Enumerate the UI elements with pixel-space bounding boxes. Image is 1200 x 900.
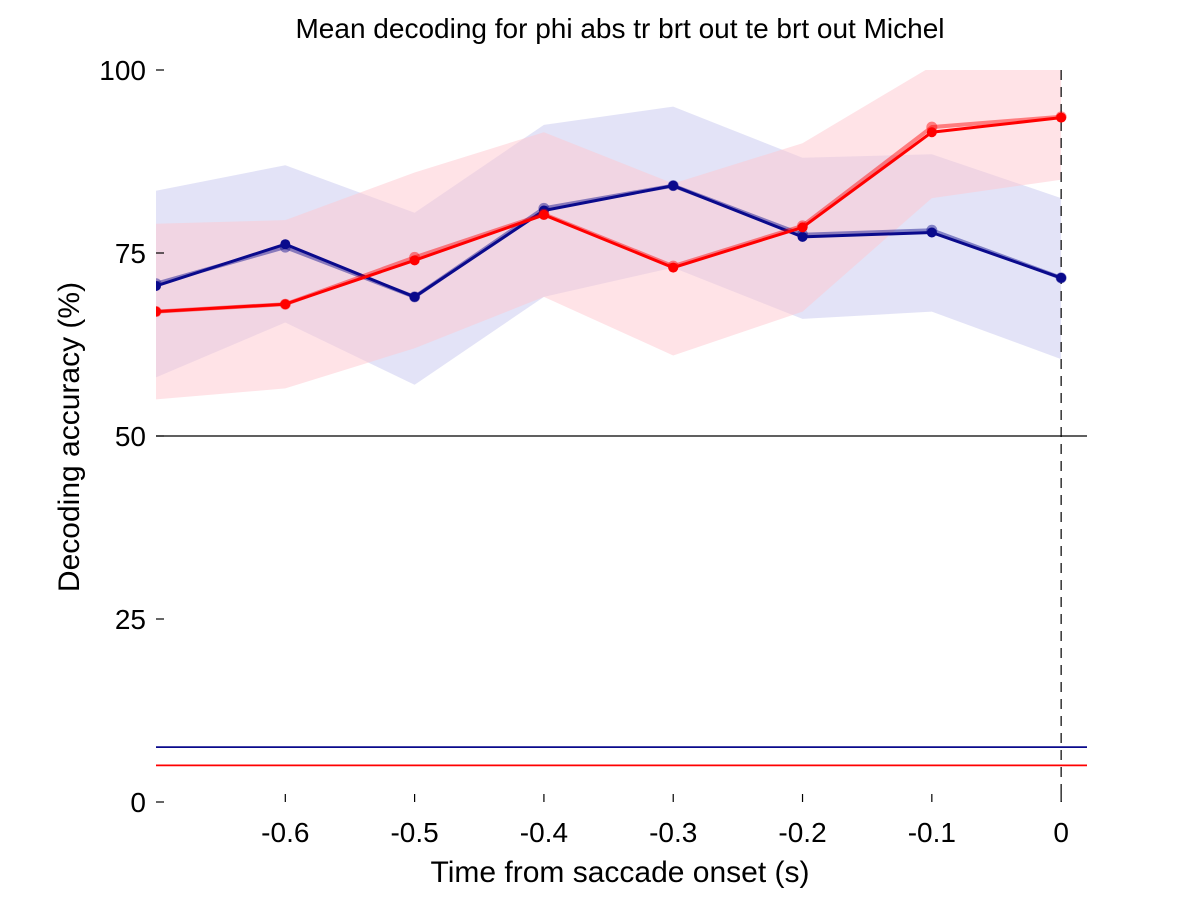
point-red: [1056, 112, 1067, 123]
x-tick-label: -0.4: [520, 817, 568, 848]
x-tick-label: -0.2: [778, 817, 826, 848]
y-tick-label: 75: [115, 238, 146, 269]
line-blue: [156, 184, 1062, 299]
point-red: [409, 255, 420, 266]
y-tick-label: 25: [115, 604, 146, 635]
x-tick-label: 0: [1053, 817, 1069, 848]
point-blue: [409, 291, 420, 302]
point-red: [538, 209, 549, 220]
reference-lines: [156, 70, 1087, 802]
point-blue: [156, 280, 161, 291]
point-blue: [668, 180, 679, 191]
y-axis-label: Decoding accuracy (%): [53, 282, 86, 592]
point-blue: [1056, 272, 1067, 283]
point-blue: [797, 231, 808, 242]
point-red: [280, 299, 291, 310]
y-tick-label: 50: [115, 421, 146, 452]
point-red: [668, 262, 679, 273]
x-tick-label: -0.1: [908, 817, 956, 848]
x-tick-label: -0.5: [390, 817, 438, 848]
point-blue: [280, 239, 291, 250]
data-series: [156, 111, 1067, 318]
point-red: [797, 222, 808, 233]
point-red: [156, 306, 161, 317]
y-tick-label: 0: [130, 787, 146, 818]
x-tick-label: -0.3: [649, 817, 697, 848]
y-tick-label: 100: [99, 55, 146, 86]
band-red: [156, 70, 1062, 400]
confidence-bands: [156, 70, 1062, 400]
point-red: [926, 127, 937, 138]
x-tick-label: -0.6: [261, 817, 309, 848]
point-blue: [926, 227, 937, 238]
chart-title: Mean decoding for phi abs tr brt out te …: [295, 13, 944, 44]
x-axis-label: Time from saccade onset (s): [431, 856, 810, 889]
line-red: [156, 116, 1062, 314]
axes: 0 25 50 75 100 -0.6 -0.5 -0.4 -0.3 -0.2 -0.1 0: [99, 55, 1069, 848]
